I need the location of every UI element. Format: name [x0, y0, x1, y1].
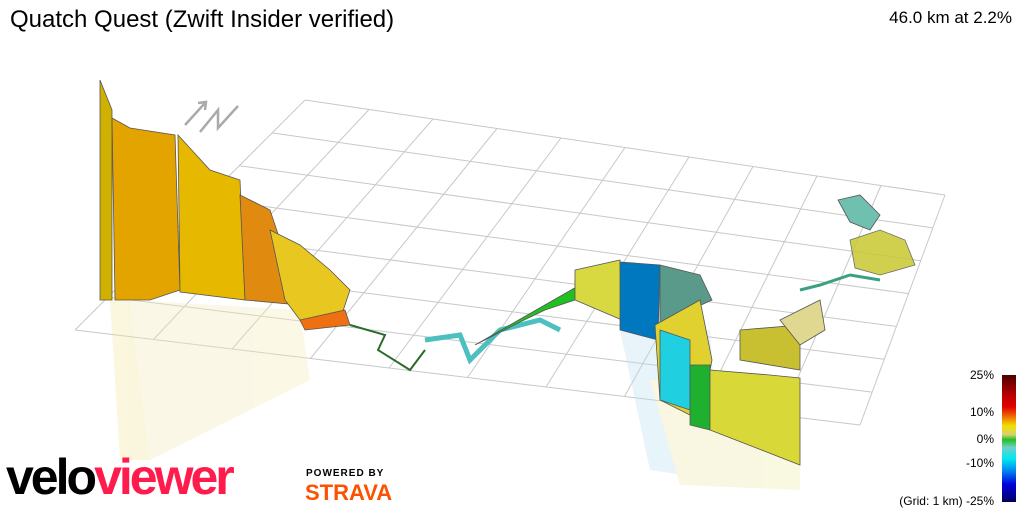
grid-scale-note: (Grid: 1 km) — [899, 494, 963, 508]
grid-line — [272, 132, 933, 229]
veloviewer-logo[interactable]: veloviewer — [6, 449, 235, 505]
grid-line — [206, 198, 909, 295]
legend-label-10: 10% — [969, 405, 994, 419]
gradient-color-scale — [1002, 375, 1016, 502]
logo-part2: viewer — [94, 449, 235, 505]
legend-label-0: 0% — [976, 432, 994, 446]
legend-label-max: 25% — [969, 368, 994, 382]
grid-line — [702, 175, 818, 407]
grid-line — [467, 147, 626, 378]
grid-line — [304, 99, 946, 196]
route-summary: 46.0 km at 2.2% — [889, 8, 1012, 27]
legend-label-min: (Grid: 1 km) -25% — [899, 494, 994, 508]
logo-part1: velo — [6, 449, 97, 505]
route-title: Quatch Quest (Zwift Insider verified) — [10, 6, 395, 33]
legend-label-neg10: -10% — [965, 456, 994, 470]
powered-by-label: POWERED BY — [306, 468, 385, 479]
compass-north-arrow-icon — [184, 100, 239, 133]
grid-line — [388, 137, 562, 369]
grid-line — [859, 194, 946, 426]
route-walls — [99, 79, 916, 466]
legend-min-value: -25% — [965, 494, 994, 508]
grid-line — [239, 165, 921, 262]
grid-line — [231, 118, 434, 350]
strava-logo[interactable]: STRAVA — [305, 480, 393, 505]
